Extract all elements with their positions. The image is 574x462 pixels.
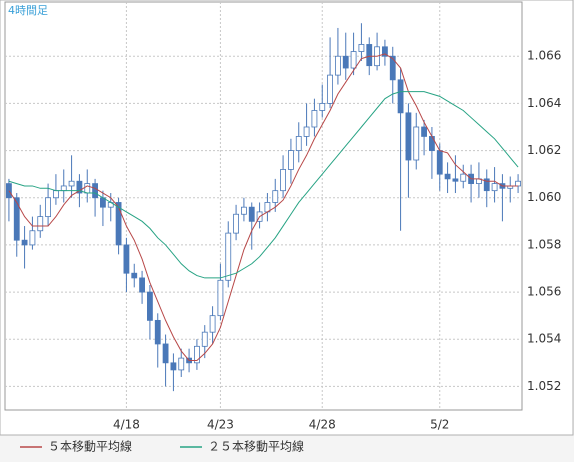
- candle-body: [84, 183, 91, 194]
- candle-body: [515, 180, 521, 187]
- candle-body: [45, 197, 51, 218]
- candle-body: [483, 178, 490, 192]
- chart-title: 4時間足: [8, 4, 48, 17]
- y-tick-label: 1.066: [527, 49, 561, 63]
- candle-body: [13, 197, 20, 241]
- grid: [5, 2, 522, 410]
- candle-body: [248, 206, 255, 222]
- candle-body: [76, 180, 83, 194]
- candle-body: [421, 126, 427, 137]
- candle-body: [147, 291, 153, 321]
- x-tick-label: 4/28: [309, 418, 336, 432]
- candle-body: [162, 343, 169, 364]
- candle-body: [154, 319, 161, 345]
- plot-area: [4, 1, 523, 411]
- candle-body: [241, 206, 247, 215]
- moving-average-line: [8, 53, 519, 361]
- candle-body: [327, 74, 333, 104]
- y-tick-label: 1.054: [527, 332, 561, 346]
- candle-body: [319, 103, 326, 111]
- candle-body: [397, 79, 404, 114]
- candle-body: [280, 169, 286, 192]
- candle-body: [452, 178, 459, 182]
- legend-label: ５本移動平均線: [48, 439, 132, 454]
- candle-body: [350, 51, 357, 69]
- candle-body: [178, 357, 185, 371]
- candle-body: [209, 315, 216, 333]
- candle-body: [68, 180, 75, 187]
- candle-body: [295, 136, 302, 151]
- candle-body: [115, 202, 122, 246]
- candle-body: [139, 277, 145, 293]
- y-tick-label: 1.062: [527, 143, 561, 157]
- candle-body: [405, 112, 412, 161]
- candle-body: [366, 44, 373, 67]
- candle-body: [233, 213, 239, 234]
- candle-body: [413, 126, 420, 161]
- y-tick-label: 1.060: [527, 190, 561, 204]
- legend: ５本移動平均線 ２５本移動平均線: [20, 439, 304, 454]
- candle-body: [358, 44, 365, 52]
- candle-body: [436, 150, 443, 175]
- candle-body: [225, 232, 232, 281]
- candle-body: [131, 272, 138, 279]
- candle-body: [217, 279, 224, 317]
- candle-body: [53, 190, 59, 199]
- candle-body: [444, 173, 451, 180]
- candle-body: [37, 216, 44, 232]
- y-tick-label: 1.052: [527, 379, 561, 393]
- x-tick-label: 4/18: [113, 418, 140, 432]
- candle-body: [92, 183, 98, 199]
- candle-body: [123, 244, 130, 274]
- candle-body: [335, 55, 341, 76]
- candle-body: [60, 185, 67, 192]
- candle-body: [311, 110, 318, 128]
- candle-body: [342, 55, 349, 69]
- candle-body: [272, 190, 279, 203]
- candle-body: [491, 183, 498, 192]
- y-tick-label: 1.056: [527, 285, 561, 299]
- moving-average-line: [8, 91, 519, 279]
- candle-body: [429, 136, 435, 151]
- candle-body: [194, 345, 200, 364]
- candle-body: [389, 55, 396, 81]
- y-tick-label: 1.058: [527, 237, 561, 251]
- candle-body: [29, 230, 36, 246]
- candle-body: [303, 126, 310, 137]
- marks: [6, 23, 521, 392]
- x-tick-label: 4/23: [207, 418, 234, 432]
- candle-body: [170, 362, 177, 371]
- x-tick-label: 5/2: [430, 418, 449, 432]
- legend-label: ２５本移動平均線: [208, 439, 304, 454]
- candle-body: [382, 46, 388, 57]
- candle-body: [21, 239, 28, 246]
- candle-body: [288, 150, 294, 170]
- y-tick-label: 1.064: [527, 96, 561, 110]
- candle-body: [460, 173, 467, 182]
- candle-body: [201, 331, 208, 347]
